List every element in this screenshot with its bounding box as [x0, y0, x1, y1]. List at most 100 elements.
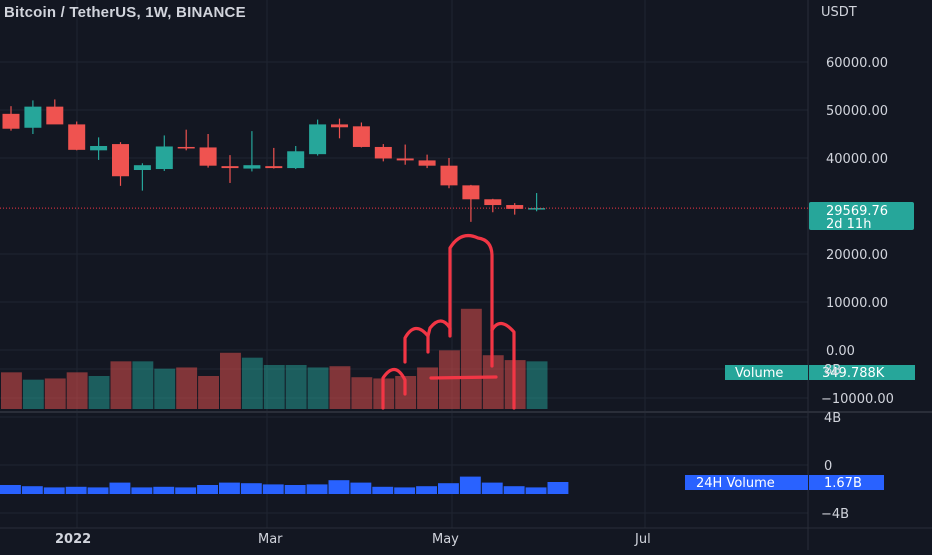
annotation-stroke: [490, 321, 516, 410]
last-price-value: 29569.76: [826, 204, 888, 219]
volume-bar: [263, 365, 285, 409]
volume24h-tick-label: 4B: [824, 411, 841, 426]
volume24h-bar: [328, 480, 350, 494]
volume24h-name-tag: [685, 475, 808, 490]
volume24h-value-tag: [809, 475, 884, 490]
last-price-label-bg: [809, 202, 914, 230]
volume-bar: [110, 361, 132, 409]
volume24h-bar: [240, 483, 262, 494]
volume24h-name-label: 24H Volume: [696, 476, 775, 491]
volume-bar: [351, 377, 373, 409]
volume24h-bar: [306, 484, 328, 494]
volume-bar: [439, 350, 460, 409]
volume-bar: [220, 352, 241, 409]
volume24h-bar: [87, 487, 109, 494]
price-tick-label: 0.00: [826, 344, 855, 359]
volume-bar: [44, 378, 66, 409]
price-tick-label: 40000.00: [826, 152, 888, 167]
volume24h-bar: [0, 485, 21, 494]
price-tick-label: 10000.00: [826, 296, 888, 311]
volume-bar: [241, 357, 263, 409]
volume-bar: [1, 372, 22, 409]
volume-bar: [285, 365, 307, 409]
candle-body: [462, 185, 480, 200]
volume24h-bar: [65, 486, 87, 494]
volume24h-bar: [262, 484, 284, 494]
volume24h-bar: [43, 487, 65, 494]
volume-name-label: Volume: [735, 366, 783, 381]
candle-body: [90, 146, 108, 151]
candle-body: [287, 151, 305, 169]
volume24h-bar: [175, 487, 197, 494]
candle-body: [177, 146, 195, 149]
candle-body: [133, 165, 151, 170]
volume-value-label: 349.788K: [822, 366, 885, 381]
time-tick-label: 2022: [55, 532, 91, 547]
volume-bar: [329, 366, 351, 409]
volume-bar: [482, 355, 504, 409]
candle-body: [2, 113, 20, 129]
candle-body: [374, 146, 392, 159]
volume24h-bar: [197, 485, 218, 494]
volume24h-bar: [394, 487, 416, 494]
volume24h-bar: [153, 486, 175, 494]
candle-body: [221, 166, 239, 169]
candle-body: [155, 146, 173, 170]
candle-body: [68, 124, 86, 150]
currency-label: USDT: [821, 5, 857, 20]
volume-name-tag: [725, 365, 808, 380]
candle-body: [396, 158, 414, 161]
candle-body: [528, 208, 546, 210]
candle-body: [418, 160, 436, 166]
candle-body: [352, 126, 370, 147]
candle-body: [24, 106, 42, 128]
annotation-stroke: [381, 367, 407, 410]
volume24h-bar: [219, 482, 240, 494]
volume24h-tick-label: −4B: [821, 507, 849, 522]
volume24h-bar: [372, 486, 394, 494]
volume24h-value-label: 1.67B: [824, 476, 862, 491]
volume-bar: [460, 308, 482, 409]
volume24h-bar: [481, 482, 503, 494]
candle-body: [46, 106, 64, 125]
volume24h-bar: [350, 482, 372, 494]
candle-body: [309, 124, 327, 155]
volume24h-tick-label: 0: [824, 459, 832, 474]
volume-bar: [526, 361, 548, 409]
volume24h-bar: [459, 476, 481, 494]
volume24h-bar: [284, 485, 306, 494]
candle-body: [331, 124, 348, 128]
candle-body: [112, 144, 129, 177]
volume-bar: [154, 368, 176, 409]
annotation-stroke: [448, 234, 494, 368]
last-price-countdown: 2d 11h: [826, 217, 871, 232]
volume24h-bar: [547, 482, 569, 494]
volume-bar: [66, 372, 88, 409]
candle-body: [440, 165, 458, 186]
volume-bar: [176, 367, 198, 409]
time-tick-label: Mar: [258, 532, 283, 547]
volume24h-bar: [416, 486, 437, 494]
volume24h-bar: [438, 483, 459, 494]
volume-bar: [198, 376, 219, 409]
annotation-stroke: [429, 375, 498, 380]
volume24h-bar: [109, 482, 131, 494]
time-tick-label: May: [432, 532, 459, 547]
symbol-title[interactable]: Bitcoin / TetherUS, 1W, BINANCE: [4, 4, 246, 21]
price-tick-label: −10000.00: [821, 392, 894, 407]
candle-body: [243, 165, 261, 169]
volume-bar: [132, 361, 154, 409]
volume-bar: [88, 376, 110, 409]
volume-bar: [417, 367, 438, 409]
price-tick-label: 60000.00: [826, 56, 888, 71]
volume24h-bar: [131, 487, 153, 494]
volume24h-bar: [525, 487, 547, 494]
time-tick-label: Jul: [634, 532, 651, 547]
volume-bar: [22, 379, 44, 409]
volume-value-tag: [809, 365, 915, 380]
volume-bar: [307, 367, 329, 409]
candle-body: [199, 147, 217, 166]
